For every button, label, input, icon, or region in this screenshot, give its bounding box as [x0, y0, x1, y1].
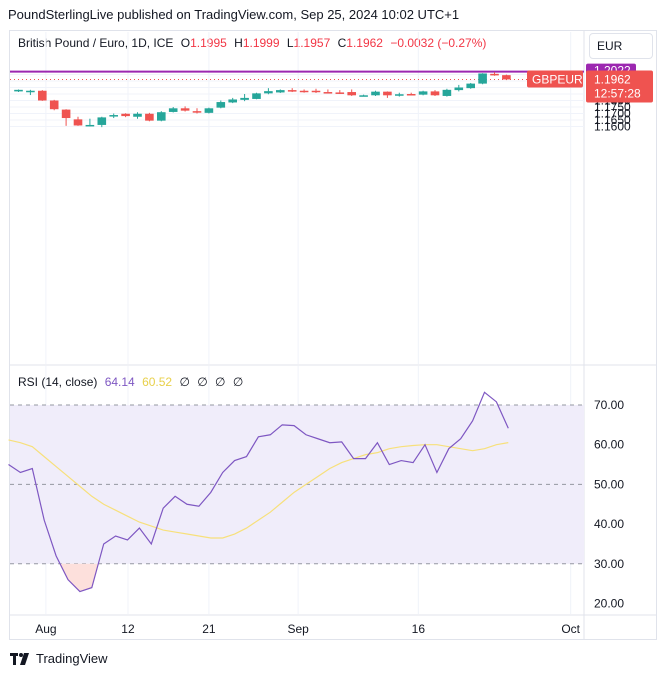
- open-label: O: [180, 36, 191, 50]
- na-value-3: ∅: [215, 375, 226, 389]
- close-value: 1.1962: [346, 36, 383, 50]
- na-value-1: ∅: [179, 375, 190, 389]
- low-label: L: [286, 36, 294, 50]
- symbol-title: British Pound / Euro, 1D, ICE: [18, 36, 174, 50]
- high-value: 1.1999: [242, 36, 280, 50]
- rsi-ma-value: 60.52: [142, 375, 173, 389]
- change-value: −0.0032 (−0.27%): [390, 36, 487, 50]
- na-value-2: ∅: [197, 375, 208, 389]
- high-label: H: [234, 36, 243, 50]
- low-value: 1.1957: [293, 36, 331, 50]
- footer-brand: TradingView: [10, 651, 108, 666]
- tradingview-logo-icon: [10, 652, 29, 665]
- publish-header: PoundSterlingLive published on TradingVi…: [8, 7, 460, 22]
- symbol-legend: British Pound / Euro, 1D, ICE O1.1995 H1…: [18, 36, 486, 50]
- open-value: 1.1995: [190, 36, 227, 50]
- close-label: C: [337, 36, 347, 50]
- currency-selector[interactable]: EUR: [589, 33, 653, 59]
- rsi-title: RSI (14, close): [18, 375, 98, 389]
- footer-brand-label: TradingView: [36, 651, 108, 666]
- rsi-legend: RSI (14, close) 64.14 60.52 ∅ ∅ ∅ ∅: [18, 375, 243, 389]
- chart-frame: [9, 30, 657, 640]
- currency-label: EUR: [597, 39, 623, 53]
- rsi-value: 64.14: [104, 375, 135, 389]
- na-value-4: ∅: [232, 375, 244, 389]
